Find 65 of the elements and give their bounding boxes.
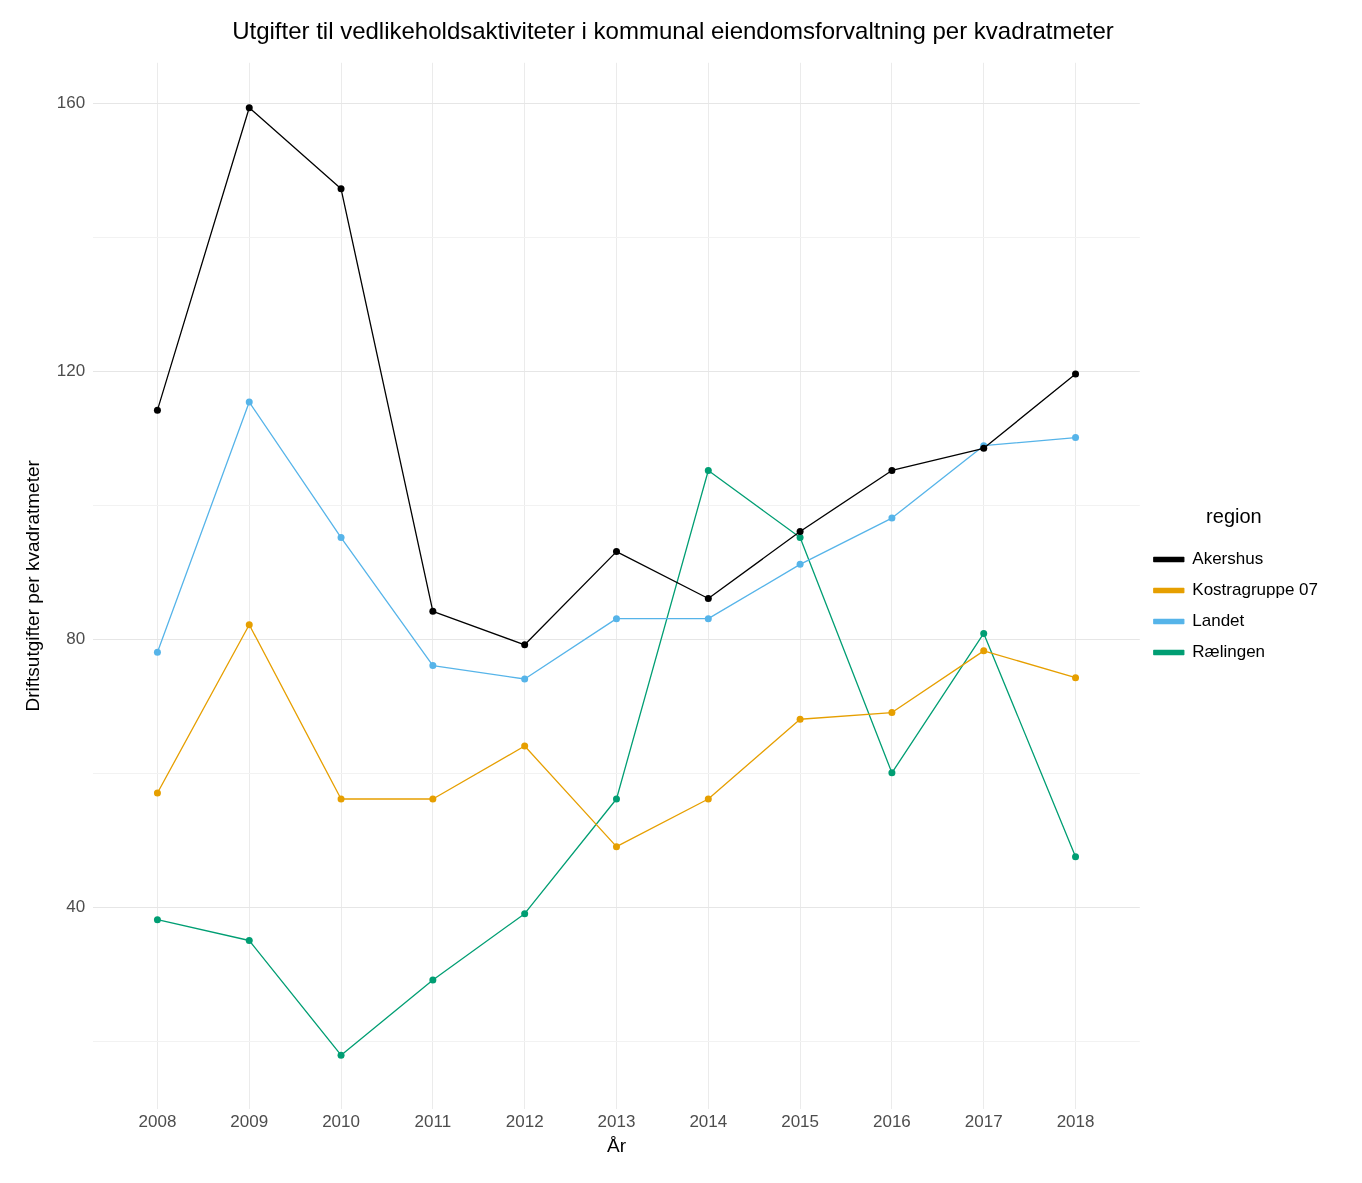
point — [796, 715, 804, 723]
point — [612, 843, 620, 851]
x-tick-label: 2016 — [873, 1111, 911, 1131]
x-tick-label: 2009 — [230, 1111, 269, 1131]
point — [245, 398, 253, 406]
point — [888, 769, 896, 777]
point — [429, 976, 437, 984]
point — [1072, 370, 1080, 378]
x-tick-label: 2015 — [781, 1111, 820, 1131]
point — [337, 185, 345, 193]
x-tick-label: 2008 — [138, 1111, 177, 1131]
point — [521, 742, 529, 750]
point — [153, 916, 161, 924]
point — [704, 615, 712, 623]
legend-title: region — [1206, 504, 1262, 527]
x-axis-title: År — [606, 1134, 627, 1156]
legend-label: Rælingen — [1192, 642, 1266, 662]
point — [153, 648, 161, 656]
point — [429, 662, 437, 670]
point — [980, 647, 988, 655]
point — [796, 534, 804, 542]
y-tick-label: 160 — [56, 92, 86, 112]
point — [888, 466, 896, 474]
y-tick-label: 80 — [66, 629, 86, 649]
point — [704, 795, 712, 803]
y-tick-label: 40 — [66, 897, 86, 917]
x-tick-label: 2018 — [1056, 1111, 1095, 1131]
point — [521, 641, 529, 649]
point — [521, 910, 529, 918]
point — [337, 534, 345, 542]
x-tick-label: 2017 — [964, 1111, 1003, 1131]
legend-label: Landet — [1192, 611, 1245, 631]
point — [796, 527, 804, 535]
point — [888, 709, 896, 717]
y-axis-title: Driftsutgifter per kvadratmeter — [21, 459, 43, 712]
point — [153, 406, 161, 414]
x-tick-label: 2010 — [322, 1111, 360, 1131]
point — [888, 514, 896, 522]
x-tick-label: 2013 — [597, 1111, 636, 1131]
point — [796, 560, 804, 568]
point — [704, 466, 712, 474]
legend-label: Akershus — [1192, 549, 1264, 569]
point — [429, 607, 437, 615]
point — [612, 615, 620, 623]
x-tick-label: 2011 — [414, 1111, 452, 1131]
chart-title: Utgifter til vedlikeholdsaktiviteter i kommunal eiendomsforvaltning per kvadratmeter — [232, 17, 1114, 45]
point — [612, 795, 620, 803]
point — [429, 795, 437, 803]
legend-label: Kostragruppe 07 — [1192, 580, 1318, 600]
point — [245, 104, 253, 112]
y-tick-label: 120 — [56, 360, 86, 380]
point — [153, 789, 161, 797]
point — [612, 548, 620, 556]
point — [245, 937, 253, 944]
point — [521, 675, 529, 683]
x-tick-label: 2012 — [505, 1111, 544, 1131]
point — [1072, 674, 1080, 682]
x-tick-label: 2014 — [689, 1111, 728, 1131]
point — [337, 1051, 345, 1059]
point — [337, 795, 345, 803]
point — [1072, 853, 1080, 861]
point — [704, 595, 712, 603]
point — [245, 621, 253, 629]
point — [1072, 434, 1080, 442]
point — [980, 629, 988, 637]
